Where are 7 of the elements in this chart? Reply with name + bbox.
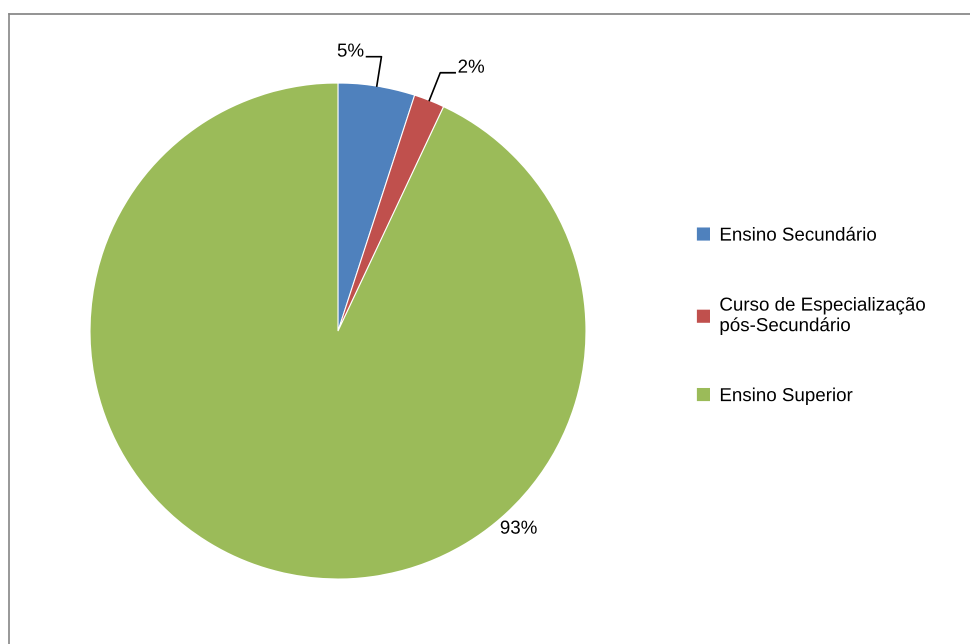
data-label: 5%	[338, 44, 364, 57]
legend-label: Ensino Superior	[720, 388, 852, 405]
data-label: 93%	[500, 520, 537, 534]
legend-label: Curso de Especialização pós-Secundário	[720, 296, 925, 336]
data-label: 2%	[458, 60, 484, 73]
legend-label: Ensino Secundário	[720, 226, 876, 241]
pie-slice	[89, 82, 587, 580]
